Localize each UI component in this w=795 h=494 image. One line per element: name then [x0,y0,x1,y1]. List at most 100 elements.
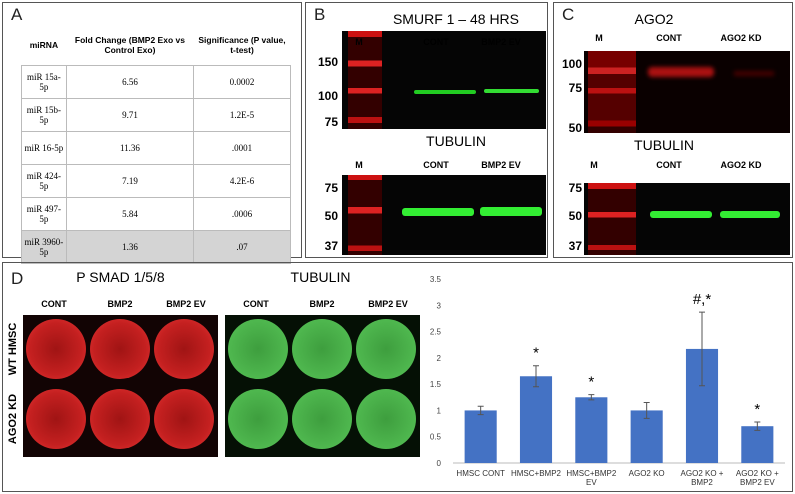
table-row: miR 16-5p 11.36.0001 [21,131,291,165]
blot-title: SMURF 1 – 48 HRS [392,11,520,27]
well [228,389,288,449]
x-tick-label: AGO2 KO + BMP2 [680,469,724,487]
x-tick-label: AGO2 KO [628,469,665,478]
column-label: CONT [243,299,269,309]
y-tick-label: 0 [437,459,442,468]
table-cell: 11.36 [65,131,195,165]
significance-label: * [754,401,760,418]
panel-a: A miRNA Fold Change (BMP2 Exo vs Control … [2,2,302,264]
y-tick-label: 2.5 [430,328,442,337]
well [356,319,416,379]
error-bar [477,405,484,416]
marker-label: 75 [324,181,338,195]
marker-label: 50 [568,121,582,135]
lane-label: CONT [656,33,682,43]
significance-label: * [533,345,539,362]
lane-label: M [590,160,598,170]
lane-label: CONT [423,160,449,170]
marker-label: 100 [317,89,338,103]
y-tick-label: 0.5 [430,433,442,442]
well [356,389,416,449]
table-cell: miR 15b-5p [21,98,67,132]
mirna-table: miRNA Fold Change (BMP2 Exo vs Control Ex… [21,25,291,264]
row-label: AGO2 KD [7,393,19,445]
y-tick-label: 1.5 [430,380,442,389]
table-row: miR 497-5p 5.84.0006 [21,197,291,231]
error-bar [588,394,595,401]
x-tick-label: HMSC+BMP2 EV [566,469,617,487]
marker-label: 37 [568,239,582,253]
table-cell: .0001 [193,131,291,165]
table-cell: miR 497-5p [21,197,67,231]
panel-label: D [11,269,24,288]
significance-label: #,* [693,291,712,308]
well [292,319,352,379]
y-tick-label: 2 [437,354,442,363]
panel-label: B [314,5,326,24]
table-cell: 4.2E-6 [193,164,291,198]
image-title: TUBULIN [290,269,351,285]
lane-label: BMP2 EV [481,37,521,47]
blot-title: AGO2 [634,11,674,27]
column-label: BMP2 [309,299,335,309]
bar [519,376,553,463]
table-row: miR 15a-5p 6.56 0.0002 [21,65,291,99]
marker-label: 100 [561,57,582,71]
column-label: BMP2 [107,299,133,309]
bar [575,397,608,463]
well [228,319,288,379]
marker-label: 75 [568,181,582,195]
table-cell: 6.56 [65,65,195,99]
bar [741,426,774,463]
table-cell: 0.0002 [193,65,291,99]
error-bar [643,402,650,419]
column-label: CONT [41,299,67,309]
error-bar [533,365,539,388]
column-label: BMP2 EV [166,299,206,309]
table-cell: .07 [193,230,291,264]
well [90,389,150,449]
header-cell: Significance (P value, t-test) [193,25,291,66]
bar [464,410,497,463]
x-tick-label: AGO2 KO + BMP2 EV [735,469,779,487]
marker-label: 75 [568,81,582,95]
error-bar [754,421,761,431]
blot-title: TUBULIN [426,133,486,149]
lane-label: M [355,37,363,47]
table-cell: miR 3960-5p [21,230,67,264]
bar [630,410,663,463]
image-title: P SMAD 1/5/8 [76,269,165,285]
table-cell: 1.2E-5 [193,98,291,132]
lane-label: AGO2 KD [720,33,762,43]
y-tick-label: 3.5 [430,275,442,284]
table-cell: 9.71 [65,98,195,132]
well [154,389,214,449]
x-tick-label: HMSC CONT [456,469,505,478]
table-cell: miR 15a-5p [21,65,67,99]
table-cell: miR 424-5p [21,164,67,198]
chart: 0 0.5 1 1.5 2 2.5 3 3.5 * * #,* * HMSC CONT HMSC+BMP… [421,265,791,491]
x-tick-label: HMSC+BMP2 [510,469,561,478]
well [292,389,352,449]
header-cell: Fold Change (BMP2 Exo vs Control Exo) [66,25,194,66]
blot [584,183,790,255]
blot [342,31,546,129]
table-row: miR 15b-5p 9.71 1.2E-5 [21,98,291,132]
panel-b: B SMURF 1 – 48 HRS TUBULIN M CONT BMP2 EV M… [305,2,548,258]
panel-label: A [11,5,23,24]
panel-d: D P SMAD 1/5/8 TUBULIN CONT BMP2 BMP2 EV CO… [2,262,793,492]
blot [584,51,790,133]
error-bar [699,311,705,387]
y-tick-label: 1 [437,406,442,415]
column-label: BMP2 EV [368,299,408,309]
table-cell: 1.36 [65,230,195,264]
panel-c: C AGO2 TUBULIN M CONT AGO2 KD M CONT AGO2 KD 1… [553,2,793,258]
header-cell: miRNA [21,25,67,66]
well [26,389,86,449]
blot-title: TUBULIN [634,137,694,153]
significance-label: * [588,374,594,391]
well [154,319,214,379]
y-tick-label: 3 [437,301,442,310]
marker-label: 150 [317,55,338,69]
